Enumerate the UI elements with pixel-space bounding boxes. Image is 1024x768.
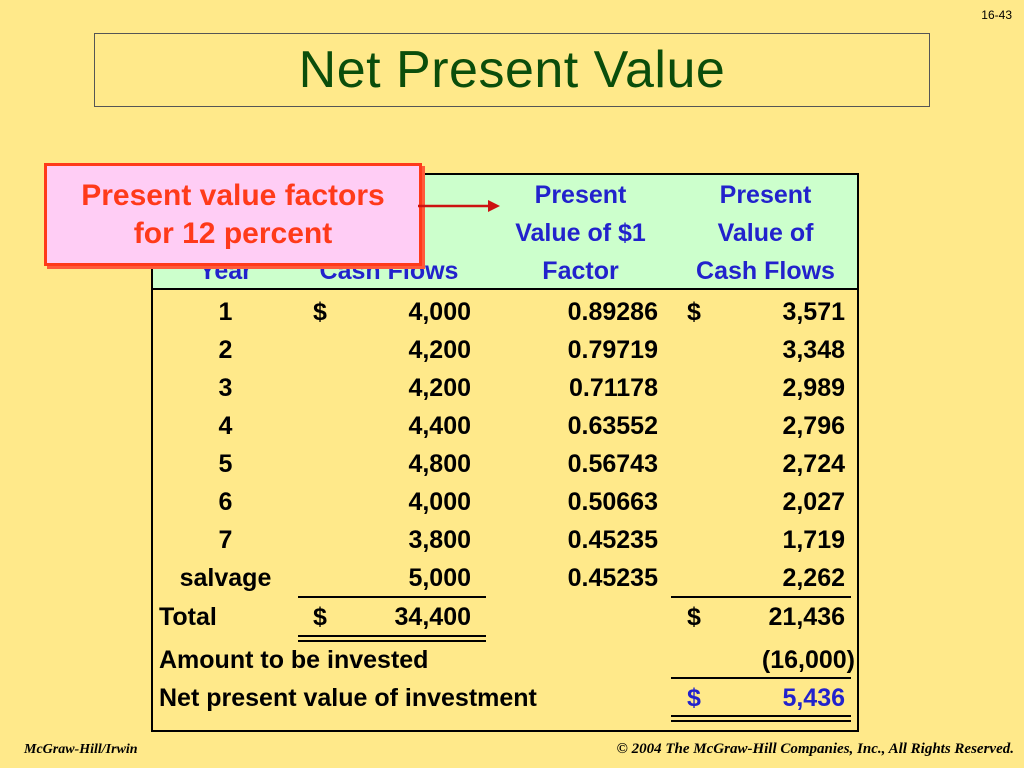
year-cell: 1 bbox=[218, 298, 233, 326]
footer-copyright: © 2004 The McGraw-Hill Companies, Inc., … bbox=[616, 741, 1014, 757]
arrow-right-icon bbox=[418, 200, 500, 212]
factor-cell: 0.45235 bbox=[567, 564, 658, 592]
total-double-rule-bottom bbox=[298, 640, 486, 642]
total-pv-dollar-sign: $ bbox=[687, 603, 701, 631]
npv-label: Net present value of investment bbox=[159, 684, 537, 712]
cash-flow-cell: 4,000 bbox=[408, 488, 471, 516]
cash-flow-cell: 4,800 bbox=[408, 450, 471, 478]
pv-cell: 2,796 bbox=[782, 412, 845, 440]
callout-line2: for 12 percent bbox=[133, 216, 333, 250]
pv-cell: 3,348 bbox=[782, 336, 845, 364]
invested-rule bbox=[671, 677, 851, 679]
npv-pv-cell: 5,436 bbox=[782, 684, 845, 712]
total-row: Total $ 34,400 $ 21,436 bbox=[153, 598, 857, 636]
header-pv-line1: Present bbox=[719, 181, 812, 209]
cash-flow-cell: 3,800 bbox=[408, 526, 471, 554]
npv-double-rule-bottom bbox=[671, 720, 851, 722]
page-title: Net Present Value bbox=[298, 41, 726, 99]
callout-line1: Present value factors bbox=[81, 178, 385, 212]
table-row: 2 4,200 0.79719 3,348 bbox=[153, 331, 857, 369]
slide-number: 16-43 bbox=[981, 8, 1012, 22]
factor-cell: 0.79719 bbox=[567, 336, 658, 364]
total-cash-cell: 34,400 bbox=[394, 603, 471, 631]
npv-table: Year Net Cash Flows Present Value of $1 … bbox=[151, 173, 859, 732]
cash-flow-cell: 4,200 bbox=[408, 336, 471, 364]
cash-flow-cell: 5,000 bbox=[408, 564, 471, 592]
table-row: 7 3,800 0.45235 1,719 bbox=[153, 521, 857, 559]
year-cell: 3 bbox=[218, 374, 233, 402]
invested-row: Amount to be invested (16,000) bbox=[153, 641, 857, 679]
header-factor-line2: Value of $1 bbox=[515, 219, 646, 247]
pv-cell: 2,989 bbox=[782, 374, 845, 402]
header-pv-line3: Cash Flows bbox=[696, 257, 835, 285]
invested-pv-cell: (16,000) bbox=[761, 646, 855, 674]
year-cell: salvage bbox=[179, 564, 272, 592]
footer-publisher: McGraw-Hill/Irwin bbox=[24, 742, 138, 757]
table-row: 3 4,200 0.71178 2,989 bbox=[153, 369, 857, 407]
table-row: 4 4,400 0.63552 2,796 bbox=[153, 407, 857, 445]
pv-dollar-sign: $ bbox=[687, 298, 701, 326]
year-cell: 5 bbox=[218, 450, 233, 478]
invested-label: Amount to be invested bbox=[159, 646, 429, 674]
header-factor-line1: Present bbox=[534, 181, 627, 209]
title-box: Net Present Value bbox=[94, 33, 930, 107]
total-pv-cell: 21,436 bbox=[768, 603, 845, 631]
factor-cell: 0.56743 bbox=[567, 450, 658, 478]
year-cell: 6 bbox=[218, 488, 233, 516]
table-row: 6 4,000 0.50663 2,027 bbox=[153, 483, 857, 521]
table-row: 5 4,800 0.56743 2,724 bbox=[153, 445, 857, 483]
npv-double-rule-top bbox=[671, 715, 851, 717]
callout-box: Present value factors for 12 percent bbox=[44, 163, 422, 266]
factor-cell: 0.45235 bbox=[567, 526, 658, 554]
header-pv-line2: Value of bbox=[717, 219, 814, 247]
year-cell: 4 bbox=[218, 412, 233, 440]
cash-dollar-sign: $ bbox=[313, 298, 327, 326]
pv-cell: 3,571 bbox=[782, 298, 845, 326]
factor-cell: 0.71178 bbox=[569, 374, 658, 402]
table-row: 1 $ 4,000 0.89286 $ 3,571 bbox=[153, 293, 857, 331]
factor-cell: 0.50663 bbox=[567, 488, 658, 516]
total-label: Total bbox=[159, 603, 217, 631]
npv-row: Net present value of investment $ 5,436 bbox=[153, 679, 857, 717]
total-cash-dollar-sign: $ bbox=[313, 603, 327, 631]
cash-flow-cell: 4,400 bbox=[408, 412, 471, 440]
pv-cell: 2,262 bbox=[782, 564, 845, 592]
year-cell: 7 bbox=[218, 526, 233, 554]
year-cell: 2 bbox=[218, 336, 233, 364]
subtotal-rule-cash bbox=[298, 596, 486, 598]
factor-cell: 0.89286 bbox=[567, 298, 658, 326]
cash-flow-cell: 4,200 bbox=[408, 374, 471, 402]
subtotal-rule-pv bbox=[671, 596, 851, 598]
pv-cell: 2,724 bbox=[782, 450, 845, 478]
npv-dollar-sign: $ bbox=[687, 684, 701, 712]
table-row: salvage 5,000 0.45235 2,262 bbox=[153, 559, 857, 597]
header-factor-line3: Factor bbox=[542, 257, 619, 285]
pv-cell: 1,719 bbox=[782, 526, 845, 554]
cash-flow-cell: 4,000 bbox=[408, 298, 471, 326]
total-double-rule-top bbox=[298, 635, 486, 637]
factor-cell: 0.63552 bbox=[567, 412, 658, 440]
pv-cell: 2,027 bbox=[782, 488, 845, 516]
